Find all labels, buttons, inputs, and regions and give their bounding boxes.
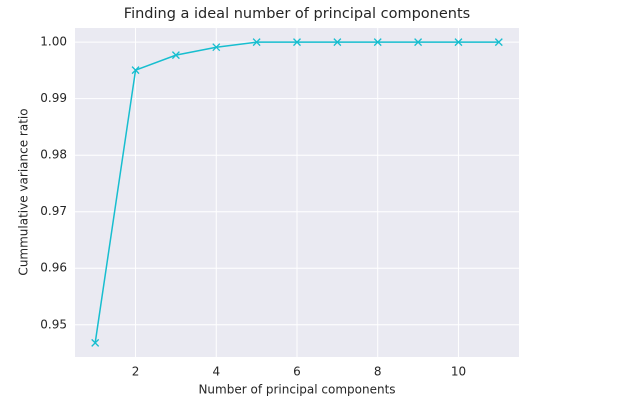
- data-point: [293, 38, 301, 47]
- y-tick-label: 0.95: [40, 317, 67, 331]
- x-tick-label: 10: [451, 365, 466, 379]
- x-tick-label: 2: [132, 365, 140, 379]
- y-tick-label: 0.99: [40, 91, 67, 105]
- x-axis-label: Number of principal components: [198, 383, 395, 397]
- x-tick-label: 8: [374, 365, 382, 379]
- chart-title: Finding a ideal number of principal comp…: [124, 6, 470, 22]
- x-tick-label: 4: [212, 365, 220, 379]
- y-tick-label: 0.98: [40, 148, 67, 162]
- data-point: [252, 38, 261, 47]
- y-tick-label: 1.00: [40, 35, 67, 49]
- x-tick-label: 6: [293, 365, 301, 379]
- y-axis-label: Cummulative variance ratio: [17, 108, 31, 275]
- data-point: [454, 38, 463, 47]
- data-point: [414, 38, 423, 47]
- data-point: [91, 338, 100, 347]
- y-tick-label: 0.97: [40, 204, 67, 218]
- data-point: [333, 38, 342, 47]
- data-point: [494, 38, 503, 47]
- y-tick-label: 0.96: [40, 261, 67, 275]
- data-point: [171, 51, 180, 60]
- data-point: [373, 38, 382, 47]
- data-point: [212, 43, 221, 52]
- data-point: [131, 66, 140, 75]
